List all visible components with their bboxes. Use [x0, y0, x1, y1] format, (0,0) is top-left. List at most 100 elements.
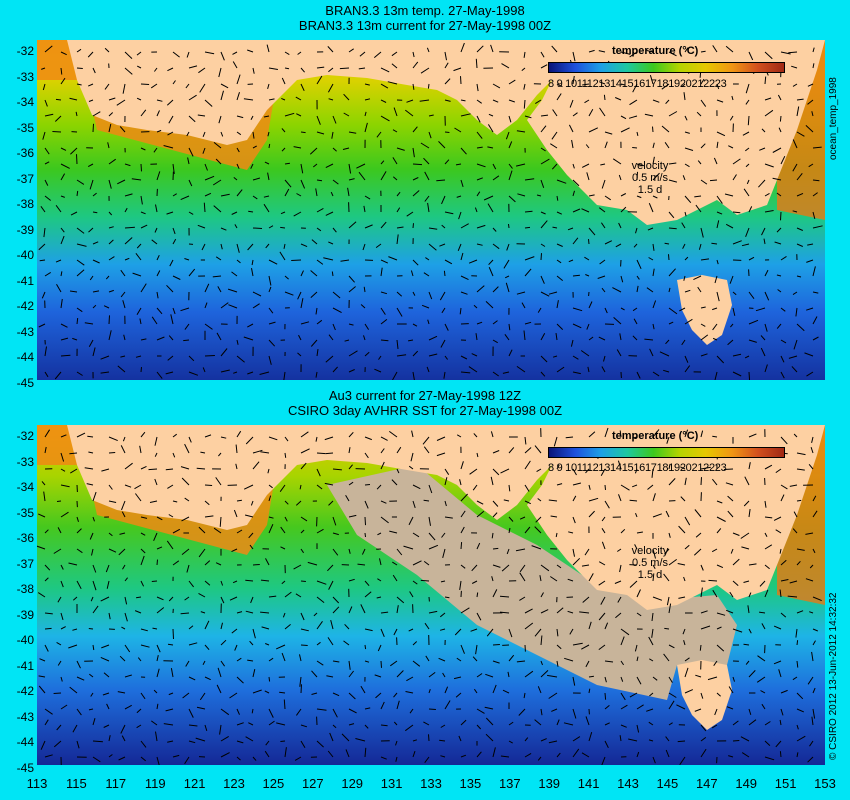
y-tick-label: -41: [16, 658, 34, 673]
current-arrow: [599, 81, 606, 85]
current-arrow: [748, 433, 757, 438]
current-arrow: [120, 269, 126, 277]
current-arrow: [524, 608, 533, 614]
current-arrow: [476, 612, 482, 621]
current-arrow: [652, 429, 660, 438]
current-arrow: [249, 544, 254, 550]
current-arrow: [204, 560, 211, 566]
current-arrow: [743, 500, 750, 507]
current-arrow: [666, 436, 670, 444]
current-arrow: [268, 339, 276, 347]
current-arrow: [408, 516, 414, 526]
current-arrow: [620, 83, 626, 86]
current-arrow: [652, 195, 658, 199]
current-arrow: [572, 51, 576, 62]
current-arrow: [778, 669, 782, 678]
current-arrow: [444, 62, 449, 69]
current-arrow: [216, 332, 222, 341]
current-arrow: [811, 436, 814, 444]
current-arrow: [268, 321, 276, 325]
current-arrow: [284, 436, 289, 442]
current-arrow: [76, 190, 79, 197]
current-arrow: [268, 484, 273, 489]
current-arrow: [220, 369, 230, 373]
current-arrow: [220, 752, 230, 758]
current-arrow: [668, 211, 675, 219]
current-arrow: [483, 195, 494, 201]
current-arrow: [343, 93, 350, 101]
current-arrow: [391, 479, 398, 486]
current-arrow: [116, 99, 126, 106]
current-arrow: [156, 607, 165, 614]
current-arrow: [155, 731, 158, 742]
current-arrow: [410, 270, 414, 277]
current-arrow: [556, 323, 564, 330]
current-arrow: [69, 290, 78, 293]
current-arrow: [535, 516, 542, 523]
current-arrow: [76, 371, 83, 376]
x-tick-label: 115: [66, 776, 87, 791]
land-tasmania: [677, 275, 732, 345]
current-arrow: [652, 268, 655, 277]
current-arrow: [236, 74, 241, 85]
current-arrow: [124, 51, 133, 59]
current-arrow: [60, 173, 66, 181]
current-arrow: [380, 516, 389, 524]
current-arrow: [444, 500, 447, 507]
current-arrow: [632, 436, 638, 439]
current-arrow: [648, 203, 654, 213]
current-arrow: [588, 497, 599, 502]
current-arrow: [291, 259, 302, 261]
current-arrow: [556, 300, 559, 309]
current-arrow: [56, 284, 62, 293]
current-arrow: [316, 131, 325, 135]
current-arrow: [700, 610, 708, 614]
current-arrow: [572, 274, 580, 277]
current-arrow: [140, 147, 146, 151]
current-arrow: [136, 724, 142, 729]
current-arrow: [412, 190, 420, 197]
current-arrow: [89, 532, 94, 540]
current-arrow: [617, 460, 622, 470]
current-arrow: [151, 720, 158, 726]
current-arrow: [726, 706, 734, 710]
current-arrow: [508, 79, 516, 85]
current-arrow: [508, 223, 510, 229]
current-arrow: [300, 644, 308, 646]
current-arrow: [792, 528, 798, 534]
current-arrow: [553, 436, 558, 447]
x-tick-label: 137: [498, 776, 521, 791]
current-arrow: [677, 563, 686, 566]
current-arrow: [423, 721, 430, 726]
current-arrow: [300, 83, 305, 92]
current-arrow: [348, 670, 354, 678]
current-arrow: [284, 452, 287, 458]
current-arrow: [204, 434, 212, 438]
current-arrow: [776, 227, 782, 233]
current-arrow: [393, 107, 398, 117]
current-arrow: [468, 366, 478, 373]
current-arrow: [140, 644, 150, 648]
current-arrow: [476, 45, 484, 53]
current-arrow: [380, 259, 389, 264]
current-arrow: [375, 243, 382, 249]
current-arrow: [604, 705, 610, 710]
current-arrow: [236, 339, 239, 345]
current-arrow: [119, 655, 126, 662]
current-arrow: [700, 227, 704, 238]
current-arrow: [140, 163, 142, 172]
current-arrow: [252, 668, 256, 678]
bottom-title-line1: Au3 current for 27-May-1998 12Z: [328, 388, 522, 403]
current-arrow: [87, 83, 94, 87]
current-arrow: [572, 516, 576, 524]
current-arrow: [732, 291, 737, 296]
current-arrow: [227, 288, 238, 293]
current-arrow: [180, 466, 190, 470]
current-arrow: [748, 509, 751, 518]
current-arrow: [197, 224, 206, 229]
current-arrow: [166, 211, 174, 215]
current-arrow: [316, 484, 323, 490]
current-arrow: [60, 298, 63, 309]
current-arrow: [619, 333, 622, 341]
current-arrow: [412, 323, 418, 327]
